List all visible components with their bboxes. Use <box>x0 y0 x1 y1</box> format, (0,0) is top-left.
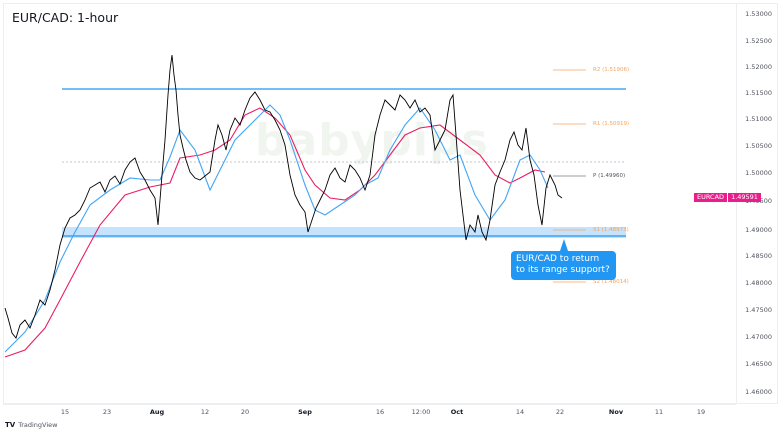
x-tick: 22 <box>555 408 565 416</box>
x-tick: Aug <box>149 408 165 416</box>
x-tick: 11 <box>654 408 664 416</box>
y-tick: 1.52000 <box>745 63 772 71</box>
y-tick: 1.52500 <box>745 37 772 45</box>
x-tick: Oct <box>450 408 464 416</box>
x-tick: Sep <box>298 408 312 416</box>
callout-annotation: EUR/CAD to return to its range support? <box>511 251 616 280</box>
current-price-tag: EURCAD 1.49591 <box>694 193 761 202</box>
x-tick: 12 <box>200 408 210 416</box>
time-axis[interactable]: 15 23 Aug 12 20 Sep 16 12:00 Oct 14 22 N… <box>3 404 736 418</box>
price-tag-value: 1.49591 <box>728 193 761 202</box>
y-tick: 1.48500 <box>745 252 772 260</box>
chart-frame <box>3 3 778 404</box>
price-axis[interactable]: 1.53000 1.52500 1.52000 1.51500 1.51000 … <box>736 3 778 404</box>
pivot-r2-label: R2 (1.51906) <box>593 67 630 73</box>
y-tick: 1.48000 <box>745 279 772 287</box>
price-tag-symbol: EURCAD <box>694 193 728 202</box>
y-tick: 1.46000 <box>745 388 772 396</box>
x-tick: 20 <box>240 408 250 416</box>
x-tick: 12:00 <box>411 408 431 416</box>
chart-title: EUR/CAD: 1-hour <box>12 10 119 25</box>
x-tick: 23 <box>102 408 112 416</box>
y-tick: 1.53000 <box>745 10 772 18</box>
y-tick: 1.51500 <box>745 89 772 97</box>
support-zone <box>62 227 626 238</box>
tradingview-brand[interactable]: TV TradingView <box>5 421 57 429</box>
y-tick: 1.51000 <box>745 115 772 123</box>
x-tick: 19 <box>696 408 706 416</box>
y-tick: 1.49000 <box>745 226 772 234</box>
pivot-r1-label: R1 (1.50919) <box>593 121 630 127</box>
tradingview-logo-icon: TV <box>5 421 16 429</box>
slow-ma-line <box>4 107 546 358</box>
x-tick: Nov <box>608 408 624 416</box>
pivot-s1-label: S1 (1.48973) <box>593 227 629 233</box>
callout-pointer <box>560 239 568 251</box>
price-line <box>4 54 563 339</box>
pivot-s2-label: S2 (1.48014) <box>593 279 629 285</box>
y-tick: 1.50500 <box>745 142 772 150</box>
pivot-p-label: P (1.49960) <box>593 173 626 179</box>
x-tick: 15 <box>60 408 70 416</box>
brand-label: TradingView <box>18 421 58 429</box>
y-tick: 1.50000 <box>745 169 772 177</box>
y-tick: 1.47000 <box>745 333 772 341</box>
x-tick: 16 <box>375 408 385 416</box>
y-tick: 1.47500 <box>745 306 772 314</box>
y-tick: 1.46500 <box>745 360 772 368</box>
x-tick: 14 <box>515 408 525 416</box>
